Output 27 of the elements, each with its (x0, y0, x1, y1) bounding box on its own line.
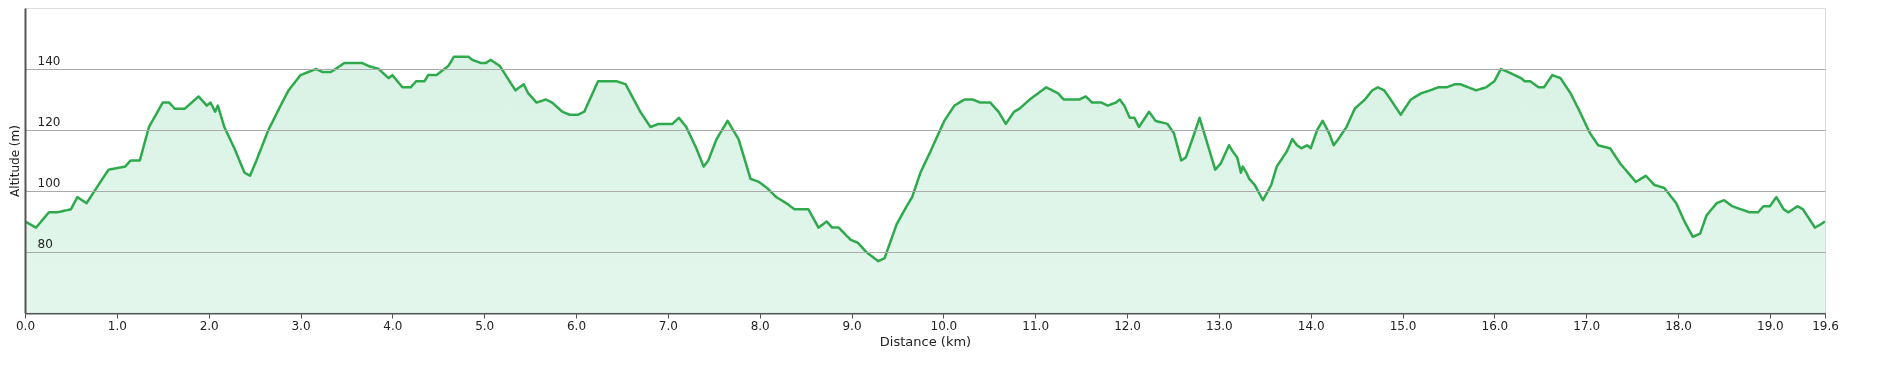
x-tick-label: 10.0 (930, 318, 958, 333)
x-tick-label: 1.0 (107, 318, 127, 333)
y-tick-label: 120 (37, 114, 61, 129)
x-tick-label: 19.0 (1757, 318, 1784, 333)
x-tick-label: 12.0 (1114, 318, 1141, 333)
x-tick-label: 11.0 (1022, 318, 1050, 333)
x-tick-label: 18.0 (1665, 318, 1692, 333)
y-tick-label: 140 (37, 53, 61, 68)
x-tick-label: 14.0 (1297, 318, 1325, 333)
y-tick-label: 80 (37, 236, 53, 251)
x-tick-label: 9.0 (842, 318, 862, 333)
x-tick-label: 16.0 (1481, 318, 1509, 333)
x-tick-label: 6.0 (566, 318, 587, 333)
x-tick-label: 7.0 (658, 318, 678, 333)
y-tick-label: 100 (37, 175, 61, 190)
x-tick-label: 19.6 (1812, 318, 1839, 333)
y-axis-title: Altitude (m) (7, 125, 22, 197)
x-axis-title: Distance (km) (879, 333, 972, 349)
x-tick-label: 5.0 (475, 318, 495, 333)
x-tick-label: 13.0 (1206, 318, 1233, 333)
x-tick-label: 15.0 (1389, 318, 1417, 333)
x-tick-label: 4.0 (383, 318, 403, 333)
x-tick-label: 2.0 (199, 318, 219, 333)
x-tick-label: 0.0 (15, 318, 36, 333)
x-tick-label: 3.0 (291, 318, 311, 333)
x-tick-label: 8.0 (750, 318, 770, 333)
x-tick-label: 17.0 (1573, 318, 1601, 333)
